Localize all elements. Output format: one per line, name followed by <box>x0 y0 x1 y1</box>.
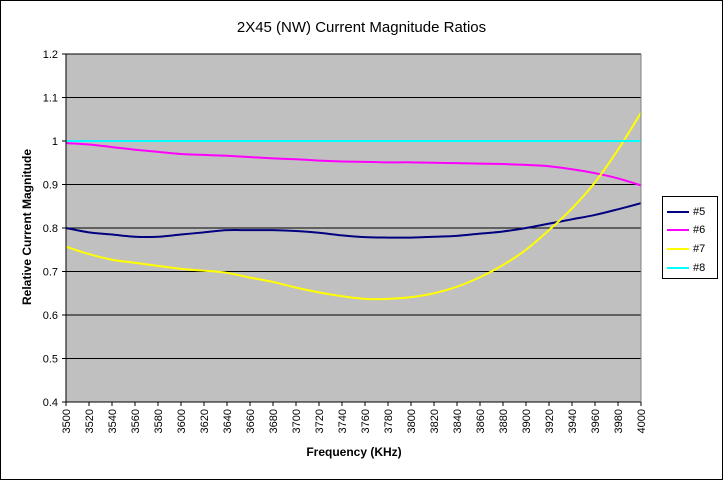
x-axis-label: Frequency (KHz) <box>306 445 402 459</box>
x-tick-label: 3840 <box>452 409 464 433</box>
legend-label-5: #5 <box>693 206 706 218</box>
legend-swatch-8 <box>667 267 689 269</box>
legend-label-6: #6 <box>693 224 706 236</box>
x-tick-label: 3680 <box>268 409 280 433</box>
legend-swatch-5 <box>667 211 689 213</box>
series-line-6 <box>65 142 642 187</box>
x-tick-labels: 3500 3520 3540 3560 3580 3600 3620 3640 3660 3680… <box>61 409 648 433</box>
legend-label-8: #8 <box>693 262 706 274</box>
x-tick-label: 3640 <box>222 409 234 433</box>
series-line-7 <box>65 112 642 301</box>
axes <box>62 53 642 406</box>
y-tick-label: 0.7 <box>43 267 58 279</box>
x-tick-label: 3720 <box>314 409 326 433</box>
legend-label-7: #7 <box>693 243 706 255</box>
x-tick-label: 3860 <box>475 409 487 433</box>
x-tick-label: 3580 <box>153 409 165 433</box>
y-tick-label: 0.9 <box>43 180 58 192</box>
x-tick-label: 3620 <box>199 409 211 433</box>
x-tick-label: 3520 <box>84 409 96 433</box>
x-tick-label: 3660 <box>245 409 257 433</box>
x-tick-label: 3960 <box>590 409 602 433</box>
y-tick-label: 0.6 <box>43 310 58 322</box>
y-tick-label: 0.5 <box>43 354 58 366</box>
grid-lines <box>66 53 641 359</box>
x-tick-label: 3880 <box>498 409 510 433</box>
y-tick-label: 0.8 <box>43 223 58 235</box>
legend: #5 #6 #7 #8 <box>662 196 718 279</box>
x-tick-label: 3820 <box>429 409 441 433</box>
y-tick-labels: 0.4 0.5 0.6 0.7 0.8 0.9 1 1.1 1.2 <box>43 49 58 409</box>
y-tick-label: 1 <box>52 136 58 148</box>
x-tick-label: 3740 <box>337 409 349 433</box>
y-axis-label: Relative Current Magnitude <box>20 148 34 306</box>
y-tick-label: 1.2 <box>43 49 58 61</box>
chart-title: 2X45 (NW) Current Magnitude Ratios <box>236 19 487 36</box>
x-tick-label: 3920 <box>544 409 556 433</box>
x-tick-label: 3560 <box>130 409 142 433</box>
x-tick-label: 3800 <box>406 409 418 433</box>
x-tick-label: 3760 <box>360 409 372 433</box>
x-tick-label: 3700 <box>291 409 303 433</box>
series-layer <box>65 112 642 301</box>
legend-item-7: #7 <box>667 242 717 256</box>
legend-swatch-6 <box>667 229 689 231</box>
legend-item-5: #5 <box>667 205 717 219</box>
x-tick-label: 4000 <box>636 409 648 433</box>
x-tick-label: 3780 <box>383 409 395 433</box>
x-tick-label: 3540 <box>107 409 119 433</box>
x-tick-label: 3600 <box>176 409 188 433</box>
y-tick-label: 1.1 <box>43 93 58 105</box>
x-tick-label: 3900 <box>521 409 533 433</box>
legend-item-6: #6 <box>667 223 717 237</box>
y-tick-label: 0.4 <box>43 397 58 409</box>
x-tick-label: 3500 <box>61 409 73 433</box>
legend-item-8: #8 <box>667 261 717 275</box>
series-line-5 <box>65 202 642 239</box>
x-tick-label: 3940 <box>567 409 579 433</box>
legend-swatch-7 <box>667 248 689 250</box>
x-tick-label: 3980 <box>613 409 625 433</box>
